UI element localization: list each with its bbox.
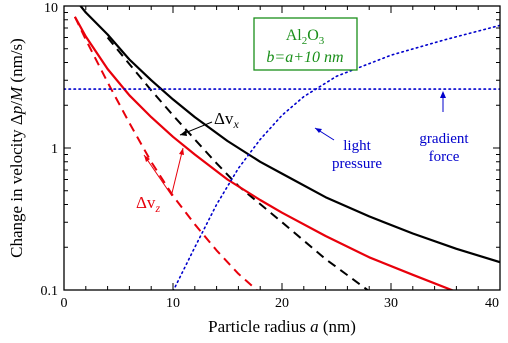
dvz-label: Δvz xyxy=(136,193,160,215)
inset-line-1: Al2O3 xyxy=(286,27,325,47)
x-tick-label-20: 20 xyxy=(275,296,289,311)
gradient-force-arrowhead xyxy=(440,91,446,98)
x-tick-label-40: 40 xyxy=(485,296,499,311)
dvz-arrowhead-1 xyxy=(179,148,184,155)
x-axis-label: Particle radius a (nm) xyxy=(208,317,356,336)
dvz-annotation: Δvz xyxy=(136,147,184,215)
gradient-force-annotation: gradient force xyxy=(419,91,469,165)
inset-line-2: b=a+10 nm xyxy=(266,49,343,66)
light-pressure-annotation: light pressure xyxy=(314,127,382,172)
light-pressure-label-2: pressure xyxy=(332,156,382,172)
series-dvx_dashed xyxy=(106,36,370,290)
y-tick-label-10: 10 xyxy=(44,1,58,16)
y-tick-label-0.1: 0.1 xyxy=(41,284,59,299)
x-tick-label-0: 0 xyxy=(61,296,68,311)
inset-box xyxy=(253,17,358,71)
dvz-arrow-2 xyxy=(143,154,173,197)
series-dvz_solid xyxy=(73,16,455,290)
series-layer xyxy=(64,6,500,290)
y-tick-label-1: 1 xyxy=(51,142,58,157)
dvz-arrow-1 xyxy=(171,147,184,194)
x-tick-label-30: 30 xyxy=(384,296,398,311)
series-dvx_solid xyxy=(79,6,500,264)
light-pressure-arrowhead xyxy=(315,128,322,133)
inset-label: Al2O3 b=a+10 nm xyxy=(253,17,358,71)
series-dvz_dashed xyxy=(73,16,259,290)
light-pressure-label-1: light xyxy=(343,138,371,154)
y-axis-label: Change in velocity Δp/M (nm/s) xyxy=(7,38,26,258)
x-tick-label-10: 10 xyxy=(166,296,180,311)
dvx-label: Δvx xyxy=(214,109,239,131)
dvz-arrowhead-2 xyxy=(144,155,150,162)
series-light_pressure xyxy=(172,24,500,290)
gradient-force-label-1: gradient xyxy=(419,131,469,147)
dvx-annotation: Δvx xyxy=(179,109,239,136)
gradient-force-label-2: force xyxy=(429,149,460,165)
dvx-arrowhead xyxy=(180,130,187,136)
ticks-layer xyxy=(63,6,501,291)
